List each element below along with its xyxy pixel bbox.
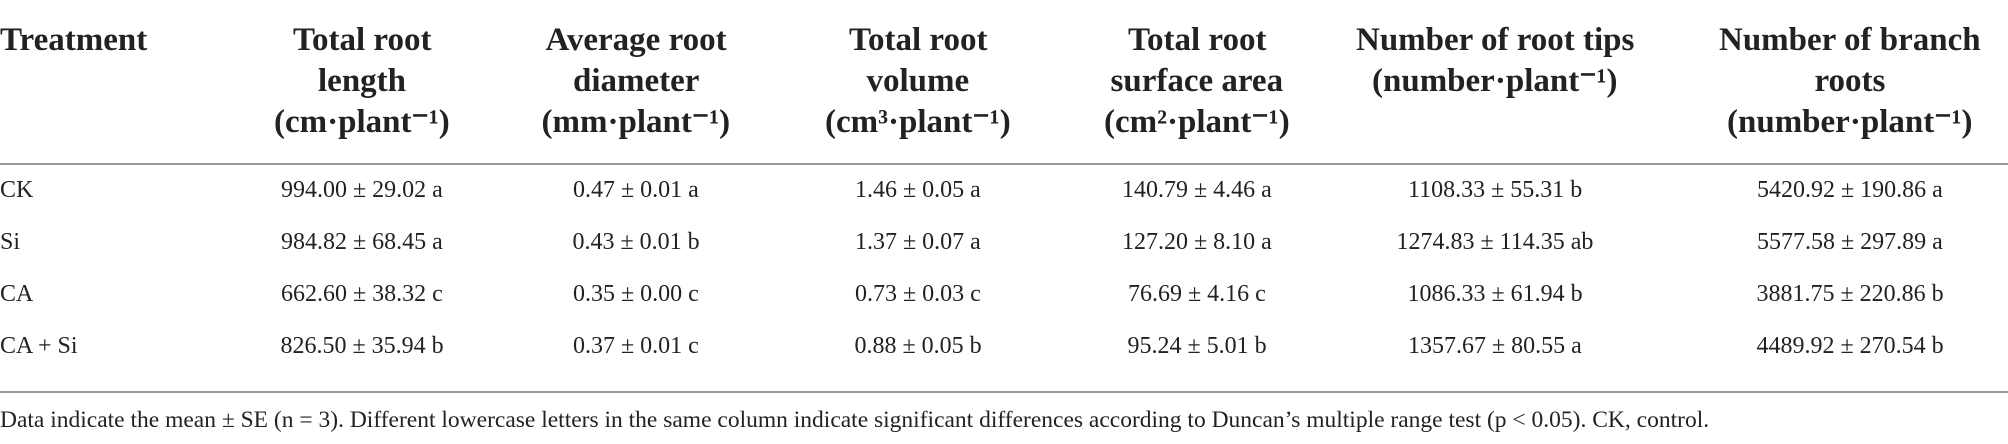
row-label: CA + Si — [0, 333, 78, 359]
cell: 5577.58 ± 297.89 a — [1757, 229, 1943, 255]
column-header: Average root — [545, 22, 727, 58]
column-header: roots — [1814, 63, 1886, 99]
cell: 1086.33 ± 61.94 b — [1407, 281, 1583, 307]
cell: 140.79 ± 4.46 a — [1122, 177, 1272, 203]
row-label: Si — [0, 229, 21, 255]
cell: 0.37 ± 0.01 c — [573, 333, 699, 359]
cell: 0.73 ± 0.03 c — [855, 281, 981, 307]
cell: 1108.33 ± 55.31 b — [1408, 177, 1583, 203]
cell: 0.35 ± 0.00 c — [573, 281, 699, 307]
column-header: (mm·plant⁻¹) — [541, 104, 731, 140]
row-label: CA — [0, 281, 34, 307]
column-header: diameter — [573, 63, 700, 99]
cell: 994.00 ± 29.02 a — [281, 177, 443, 203]
cell: 95.24 ± 5.01 b — [1127, 333, 1267, 359]
column-header: Total root — [1128, 22, 1267, 58]
cell: 0.43 ± 0.01 b — [572, 229, 700, 255]
cell: 5420.92 ± 190.86 a — [1757, 177, 1943, 203]
column-header: (cm²·plant⁻¹) — [1104, 104, 1290, 140]
column-header: Total root — [849, 22, 988, 58]
cell: 0.88 ± 0.05 b — [854, 333, 982, 359]
column-header: (cm³·plant⁻¹) — [825, 104, 1011, 140]
cell: 1.46 ± 0.05 a — [855, 177, 981, 203]
row-label: CK — [0, 177, 34, 203]
column-header: (cm·plant⁻¹) — [274, 104, 450, 140]
cell: 127.20 ± 8.10 a — [1122, 229, 1272, 255]
cell: 984.82 ± 68.45 a — [281, 229, 443, 255]
header-rule — [0, 163, 2008, 165]
column-header: Number of branch — [1719, 22, 1981, 58]
cell: 662.60 ± 38.32 c — [281, 281, 443, 307]
cell: 1.37 ± 0.07 a — [855, 229, 981, 255]
column-header: (number·plant⁻¹) — [1372, 63, 1618, 99]
column-header: Number of root tips — [1356, 22, 1635, 58]
cell: 826.50 ± 35.94 b — [280, 333, 444, 359]
cell: 0.47 ± 0.01 a — [573, 177, 699, 203]
cell: 1357.67 ± 80.55 a — [1408, 333, 1582, 359]
column-header: volume — [866, 63, 970, 99]
bottom-rule — [0, 391, 2008, 393]
column-header: surface area — [1110, 63, 1284, 99]
footnote: Data indicate the mean ± SE (n = 3). Dif… — [0, 407, 1710, 433]
column-header: (number·plant⁻¹) — [1727, 104, 1973, 140]
cell: 1274.83 ± 114.35 ab — [1396, 229, 1594, 255]
column-header: length — [318, 63, 407, 99]
cell: 4489.92 ± 270.54 b — [1756, 333, 1944, 359]
column-header: Treatment — [0, 22, 148, 58]
cell: 3881.75 ± 220.86 b — [1756, 281, 1944, 307]
column-header: Total root — [293, 22, 432, 58]
cell: 76.69 ± 4.16 c — [1128, 281, 1266, 307]
